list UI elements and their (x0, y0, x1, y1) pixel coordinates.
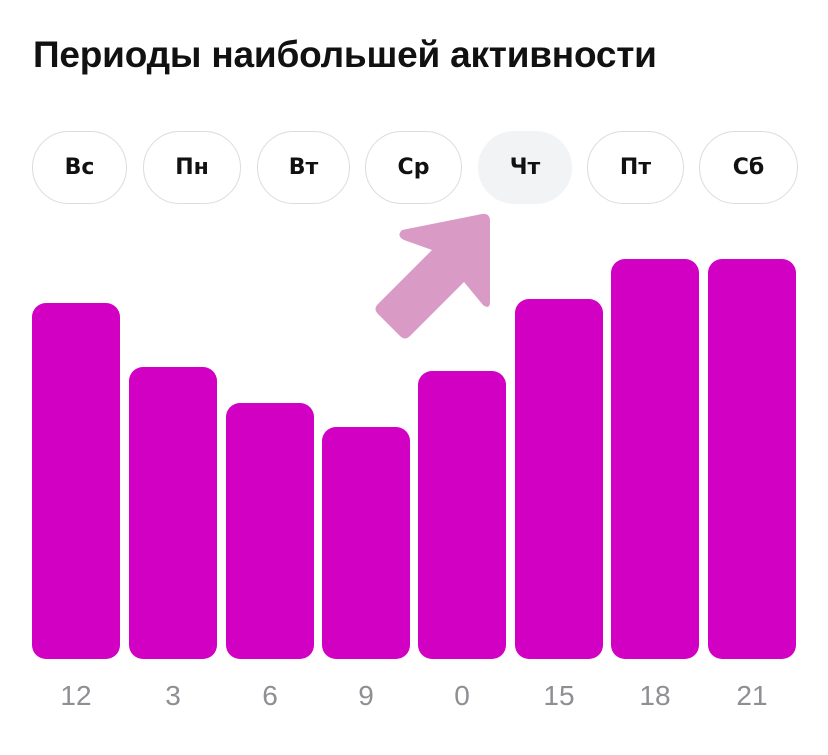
x-axis-label: 12 (60, 680, 92, 711)
bar-18 (611, 259, 699, 659)
bar-9 (322, 427, 410, 659)
x-axis-label: 21 (736, 680, 768, 711)
day-tab-wednesday[interactable]: Ср (365, 131, 462, 204)
day-tab-monday[interactable]: Пн (143, 131, 241, 204)
bar-6 (226, 403, 314, 659)
bar-21 (708, 259, 796, 659)
day-tab-thursday[interactable]: Чт (478, 131, 572, 204)
x-axis-label: 18 (639, 680, 671, 711)
bar-12 (32, 303, 120, 659)
day-tab-tuesday[interactable]: Вт (257, 131, 350, 204)
page-title: Периоды наибольшей активности (33, 34, 657, 75)
bar-0 (418, 371, 506, 659)
x-axis-label: 9 (358, 680, 374, 711)
day-tab-saturday[interactable]: Сб (699, 131, 798, 204)
bar-15 (515, 299, 603, 659)
day-tab-sunday[interactable]: Вс (32, 131, 127, 204)
arrow-up-right-icon (375, 213, 490, 339)
x-axis-label: 0 (454, 680, 470, 711)
x-axis-label: 15 (543, 680, 575, 711)
bar-3 (129, 367, 217, 659)
day-tab-friday[interactable]: Пт (587, 131, 684, 204)
x-axis-label: 3 (165, 680, 181, 711)
day-selector: Вс Пн Вт Ср Чт Пт Сб (32, 131, 798, 206)
x-axis-label: 6 (262, 680, 278, 711)
